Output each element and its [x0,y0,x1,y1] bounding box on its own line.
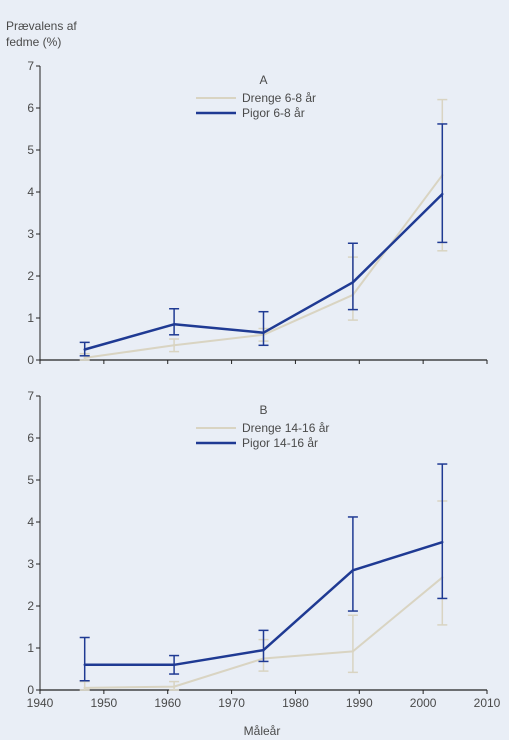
panel-b-legend-label: Drenge 14-16 år [242,421,329,435]
panel-b-chart: 0 1 2 3 4 5 6 7 1940 1950 1960 1970 1980 1990 2000 2010… [27,389,501,710]
panel-b-data-point [172,685,176,688]
panel-a-data-point [262,331,265,334]
panel-a-data-point [83,356,86,360]
y-axis-title-line2: fedme (%) [6,35,61,49]
panel-b-data-point [83,663,86,666]
panel-b-data-point [172,663,176,666]
panel-b-y-tick-label: 3 [27,557,34,571]
panel-b-x-tick-label: 1960 [154,696,181,710]
panel-b-x-tick-label: 1970 [218,696,245,710]
panel-b-x-tick-label: 1990 [346,696,373,710]
panel-a-data-point [172,323,176,326]
x-axis-title: Måleår [244,724,281,738]
panel-b-y-tick-label: 5 [27,473,34,487]
panel-a-legend-label: Pigor 6-8 år [242,106,305,120]
panel-b-data-point [262,648,265,652]
y-axis-title-line1: Prævalens af [6,19,77,33]
panel-b-x-tick-label: 1940 [27,696,54,710]
panel-a-data-point [351,281,355,284]
panel-a-y-tick-label: 1 [27,311,34,325]
panel-b-data-point [351,569,355,572]
panel-b-data-point [83,686,86,690]
panel-a-data-point [83,348,86,351]
panel-a-data-point [441,192,444,196]
panel-a-y-tick-label: 4 [27,185,34,199]
panel-b-x-tick-label: 1980 [282,696,309,710]
panel-a-y-tick-label: 7 [27,59,34,73]
panel-b-y-tick-label: 1 [27,641,34,655]
panel-b-panel-label: B [259,403,267,417]
panel-a-data-point [172,344,176,347]
panel-b-x-tick-label: 1950 [91,696,118,710]
panel-a-y-tick-label: 2 [27,269,34,283]
panel-b-y-tick-label: 7 [27,389,34,403]
panel-b-legend-label: Pigor 14-16 år [242,436,318,450]
panel-a-y-tick-label: 3 [27,227,34,241]
panel-a-y-tick-label: 0 [27,353,34,367]
panel-b-x-tick-label: 2000 [410,696,437,710]
panel-a-legend-label: Drenge 6-8 år [242,91,316,105]
panel-a-y-tick-label: 6 [27,101,34,115]
panel-b-y-tick-label: 6 [27,431,34,445]
panel-b-data-point [441,540,444,544]
panel-b-y-tick-label: 4 [27,515,34,529]
panel-a-y-tick-label: 5 [27,143,34,157]
panel-b-x-tick-label: 2010 [474,696,501,710]
panel-b-y-tick-label: 0 [27,683,34,697]
panel-b-y-tick-label: 2 [27,599,34,613]
panel-a-panel-label: A [259,73,267,87]
panel-b-data-point [351,650,355,653]
